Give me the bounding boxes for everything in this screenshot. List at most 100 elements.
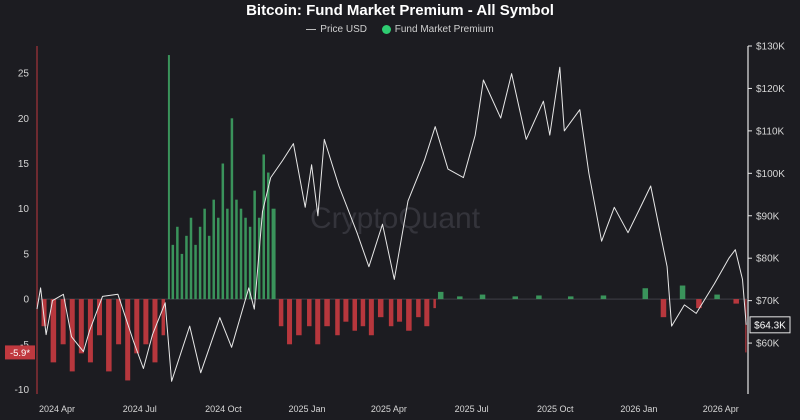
- right-tick-label: $70K: [756, 296, 780, 307]
- premium-bar: [397, 299, 403, 322]
- premium-bar: [171, 244, 175, 300]
- left-tick-label: 5: [23, 249, 29, 260]
- premium-bar: [180, 253, 184, 300]
- x-tick-label: 2024 Jul: [123, 404, 157, 414]
- legend-line-icon: [306, 28, 317, 30]
- premium-bar: [296, 299, 302, 336]
- premium-bar: [368, 299, 374, 336]
- premium-bar: [457, 296, 463, 300]
- premium-bar: [600, 295, 607, 300]
- premium-bar: [87, 299, 93, 363]
- premium-bar: [352, 299, 357, 331]
- premium-bar: [230, 118, 234, 300]
- watermark: CryptoQuant: [310, 202, 481, 235]
- premium-bar: [267, 172, 270, 300]
- premium-bar: [253, 190, 256, 300]
- x-tick-label: 2025 Oct: [537, 404, 574, 414]
- premium-bar: [262, 154, 265, 300]
- premium-bar: [536, 295, 542, 300]
- premium-bar: [161, 299, 166, 336]
- premium-bar: [50, 299, 57, 363]
- premium-bar: [567, 296, 574, 300]
- premium-bar: [125, 299, 131, 381]
- premium-bar: [257, 217, 261, 300]
- right-tick-label: $130K: [756, 42, 785, 53]
- premium-bar: [315, 299, 321, 345]
- premium-bar: [176, 226, 179, 300]
- legend-item-price[interactable]: Price USD: [306, 24, 367, 35]
- x-tick-label: 2025 Jul: [455, 404, 489, 414]
- legend-dot-icon: [381, 24, 391, 34]
- premium-bar: [343, 299, 349, 322]
- premium-bar: [41, 299, 47, 327]
- right-value-marker-label: $64.3K: [754, 320, 786, 331]
- right-tick-label: $60K: [756, 339, 780, 350]
- premium-bar: [239, 208, 243, 300]
- left-tick-label: 15: [18, 159, 30, 170]
- premium-bar: [185, 235, 188, 300]
- premium-bar: [198, 226, 202, 300]
- legend: Price USD Fund Market Premium: [0, 24, 800, 35]
- premium-bar: [235, 199, 238, 300]
- premium-bar: [244, 217, 247, 300]
- premium-bar: [696, 299, 702, 309]
- premium-bar: [287, 299, 293, 345]
- x-tick-label: 2026 Jan: [620, 404, 657, 414]
- premium-bar: [416, 299, 421, 318]
- premium-bar: [116, 299, 122, 345]
- premium-bar: [324, 299, 330, 327]
- premium-bar: [106, 299, 112, 372]
- left-value-marker-label: -5.9*: [10, 348, 30, 359]
- left-tick-label: 0: [23, 295, 29, 306]
- premium-bar: [69, 299, 75, 372]
- right-value-marker: [749, 316, 791, 334]
- premium-bar: [278, 299, 284, 327]
- premium-bar: [745, 299, 747, 353]
- premium-bar: [134, 299, 140, 354]
- premium-bar: [660, 299, 667, 318]
- premium-bar: [221, 163, 225, 300]
- premium-bar: [714, 294, 720, 300]
- premium-bar: [437, 291, 444, 300]
- premium-bar: [97, 299, 103, 336]
- premium-bar: [203, 208, 206, 300]
- premium-bar: [226, 208, 229, 300]
- legend-label-price: Price USD: [320, 24, 367, 35]
- left-tick-label: -5: [20, 340, 29, 351]
- premium-bar: [377, 299, 384, 318]
- premium-bar: [207, 235, 211, 300]
- premium-bar: [152, 299, 158, 363]
- premium-bar: [406, 299, 412, 331]
- right-tick-label: $80K: [756, 254, 780, 265]
- premium-bar: [167, 55, 170, 300]
- x-tick-label: 2026 Apr: [703, 404, 739, 414]
- premium-bar: [189, 217, 193, 300]
- premium-bar: [78, 299, 84, 354]
- left-tick-label: 20: [18, 114, 30, 125]
- chart-title: Bitcoin: Fund Market Premium - All Symbo…: [246, 2, 554, 19]
- x-tick-label: 2025 Jan: [289, 404, 326, 414]
- premium-bar: [335, 299, 340, 336]
- premium-bar: [217, 217, 220, 300]
- premium-bar: [512, 296, 519, 300]
- right-tick-label: $110K: [756, 126, 785, 137]
- left-tick-label: -10: [15, 385, 30, 396]
- x-tick-label: 2025 Apr: [371, 404, 407, 414]
- left-tick-label: 10: [18, 204, 30, 215]
- left-tick-label: 25: [18, 69, 30, 80]
- premium-bar: [433, 299, 436, 309]
- x-tick-label: 2024 Oct: [205, 404, 242, 414]
- premium-bar: [388, 299, 394, 327]
- legend-item-premium[interactable]: Fund Market Premium: [381, 24, 494, 35]
- premium-bar: [679, 285, 686, 300]
- premium-bar: [733, 299, 739, 304]
- premium-bar: [212, 199, 215, 300]
- premium-bar: [642, 288, 649, 300]
- legend-label-premium: Fund Market Premium: [394, 24, 494, 35]
- right-tick-label: $100K: [756, 169, 785, 180]
- premium-bar: [143, 299, 149, 345]
- premium-bar: [271, 208, 276, 300]
- premium-bar: [194, 244, 197, 300]
- right-tick-label: $90K: [756, 211, 780, 222]
